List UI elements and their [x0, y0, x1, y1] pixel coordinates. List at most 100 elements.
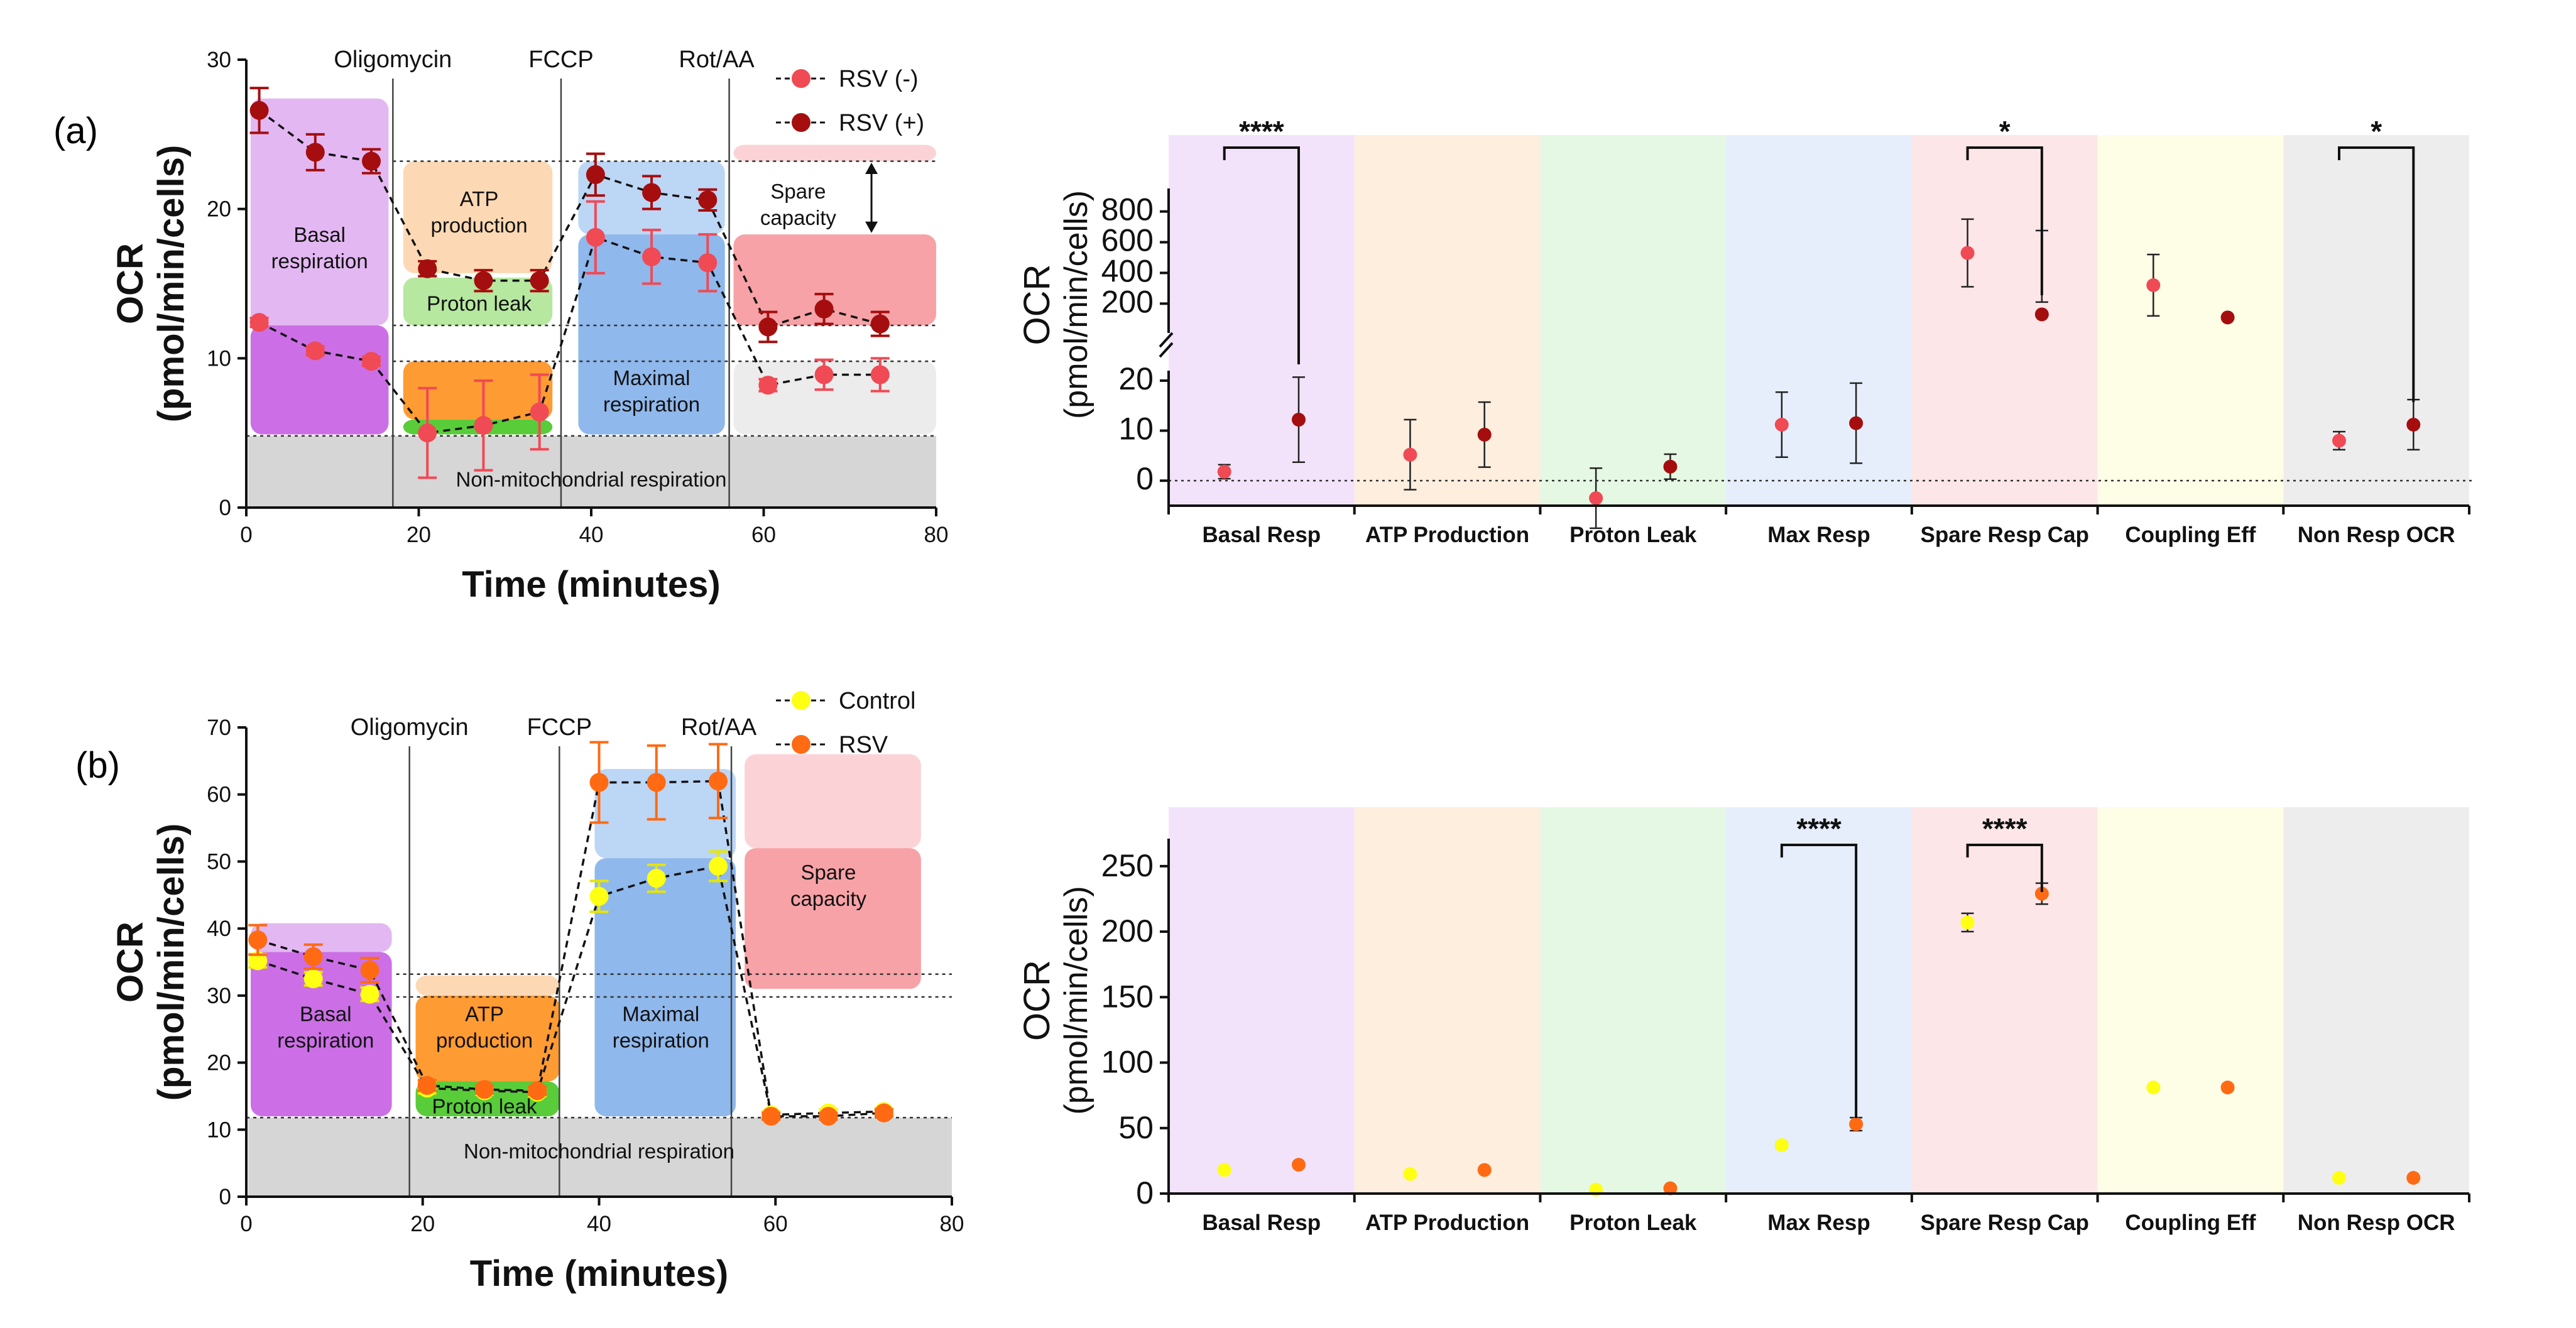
data-point-1-3	[1849, 1117, 1864, 1131]
significance-bracket-2	[2338, 146, 2415, 402]
x-tick-label-0: 0	[240, 1212, 252, 1236]
y-axis-title-line2: (pmol/min/cells)	[1058, 190, 1094, 419]
region-label-1-1: production	[431, 214, 528, 237]
data-point-1-1	[305, 143, 325, 162]
data-point-0-0	[1217, 1163, 1231, 1177]
data-point-1-3	[1849, 416, 1864, 430]
region-label-4-0: Spare	[770, 180, 826, 203]
data-point-1-9	[758, 317, 778, 337]
category-band-4	[1911, 807, 2098, 1194]
y-tick-label-5: 250	[1101, 848, 1154, 883]
significance-label-1: *	[1999, 115, 2011, 148]
y-tick-label-1: 10	[207, 346, 231, 371]
data-point-0-4	[1960, 246, 1975, 260]
y-tick-label-lower-0: 0	[1136, 461, 1154, 496]
y-tick-label-0: 0	[1136, 1175, 1154, 1211]
data-point-0-9	[758, 376, 778, 395]
data-point-0-1	[1403, 1167, 1417, 1181]
panel-b-label: (b)	[75, 745, 120, 786]
significance-bracket-1	[1966, 146, 2043, 295]
region-box-3	[403, 277, 553, 326]
region-label-non-mito: Non-mitochondrial respiration	[456, 468, 726, 491]
category-label-1: ATP Production	[1365, 1211, 1529, 1235]
non-mito-band	[248, 1118, 952, 1197]
y-tick-label-upper-3: 800	[1101, 192, 1154, 227]
data-point-1-0	[249, 101, 269, 120]
region-box-2	[403, 161, 553, 273]
y-axis-title-line2: (pmol/min/cells)	[151, 824, 192, 1101]
x-tick-label-0: 0	[240, 523, 252, 547]
data-point-1-2	[1663, 459, 1678, 474]
spare-arrow-head-bottom	[865, 221, 878, 233]
category-band-1	[1354, 135, 1541, 506]
x-tick-label-3: 60	[763, 1212, 788, 1236]
region-label-1-1: production	[436, 1028, 533, 1052]
region-box-9	[733, 234, 936, 326]
data-point-0-11	[870, 365, 890, 384]
data-point-1-4	[475, 1080, 494, 1099]
category-label-5: Coupling Eff	[2125, 1211, 2256, 1235]
y-axis-title-line1: OCR	[110, 922, 151, 1003]
y-tick-label-6: 60	[207, 783, 231, 807]
y-tick-label-lower-2: 20	[1118, 361, 1154, 396]
data-point-1-4	[2034, 307, 2049, 322]
region-box-7	[578, 234, 725, 435]
region-box-5	[594, 769, 736, 859]
chart-b-parameters: Basal Resp ATP Production Proton Leak Max R…	[1017, 807, 2470, 1235]
panel-a-label: (a)	[53, 111, 98, 151]
legend-marker-1	[792, 113, 810, 132]
x-tick-label-4: 80	[924, 523, 949, 547]
category-label-5: Coupling Eff	[2125, 523, 2256, 547]
category-label-4: Spare Resp Cap	[1920, 1211, 2088, 1235]
data-point-1-0	[248, 930, 268, 950]
category-band-2	[1540, 807, 1727, 1194]
x-tick-label-4: 80	[940, 1212, 964, 1236]
data-point-0-1	[1403, 447, 1417, 462]
region-box-1	[251, 952, 392, 1116]
y-tick-label-4: 200	[1101, 913, 1154, 949]
legend-label-1: RSV	[839, 732, 888, 758]
data-point-0-7	[647, 869, 666, 888]
data-point-0-3	[1774, 418, 1789, 432]
significance-bracket-1	[1966, 844, 2043, 892]
x-tick-label-1: 20	[410, 1212, 435, 1236]
data-point-1-3	[417, 1075, 437, 1095]
data-point-1-8	[709, 771, 728, 791]
chart-a-parameters: Basal Resp ATP Production Proton Leak Max R…	[1017, 115, 2475, 547]
data-point-1-5	[2220, 1080, 2235, 1095]
y-tick-label-3: 30	[207, 48, 231, 72]
data-point-1-1	[303, 947, 323, 966]
y-tick-label-3: 150	[1101, 979, 1154, 1014]
category-label-2: Proton Leak	[1569, 1211, 1697, 1235]
data-point-1-2	[1663, 1181, 1678, 1195]
category-band-5	[2097, 135, 2284, 506]
category-band-0	[1169, 135, 1355, 506]
significance-label-1: ****	[1982, 812, 2028, 845]
y-tick-label-0: 0	[219, 1185, 231, 1209]
category-label-6: Non Resp OCR	[2298, 1211, 2455, 1235]
injection-label-2: Rot/AA	[681, 714, 757, 741]
axis-break-mark-1	[1159, 332, 1174, 348]
category-label-6: Non Resp OCR	[2298, 523, 2455, 547]
data-point-0-0	[248, 951, 268, 971]
data-point-0-10	[814, 365, 834, 384]
category-label-0: Basal Resp	[1202, 1211, 1321, 1235]
category-band-6	[2283, 135, 2469, 506]
region-label-non-mito: Non-mitochondrial respiration	[464, 1140, 734, 1163]
data-point-1-2	[360, 961, 379, 980]
region-label-0-1: respiration	[271, 249, 368, 273]
y-tick-label-2: 20	[207, 197, 231, 222]
data-point-0-4	[474, 416, 493, 435]
chart-b-time: Oligomycin FCCP Rot/AA Basal respiration ATP p…	[110, 688, 964, 1294]
region-box-1	[250, 325, 389, 435]
non-mito-band	[248, 435, 936, 508]
x-tick-label-2: 40	[579, 523, 604, 547]
region-label-3-1: respiration	[603, 393, 700, 416]
x-tick-label-3: 60	[751, 523, 776, 547]
data-point-0-6	[2332, 433, 2346, 448]
region-label-1-0: ATP	[460, 187, 499, 210]
category-band-0	[1169, 807, 1355, 1194]
data-point-0-2	[362, 352, 381, 371]
data-point-1-1	[1477, 1163, 1492, 1177]
